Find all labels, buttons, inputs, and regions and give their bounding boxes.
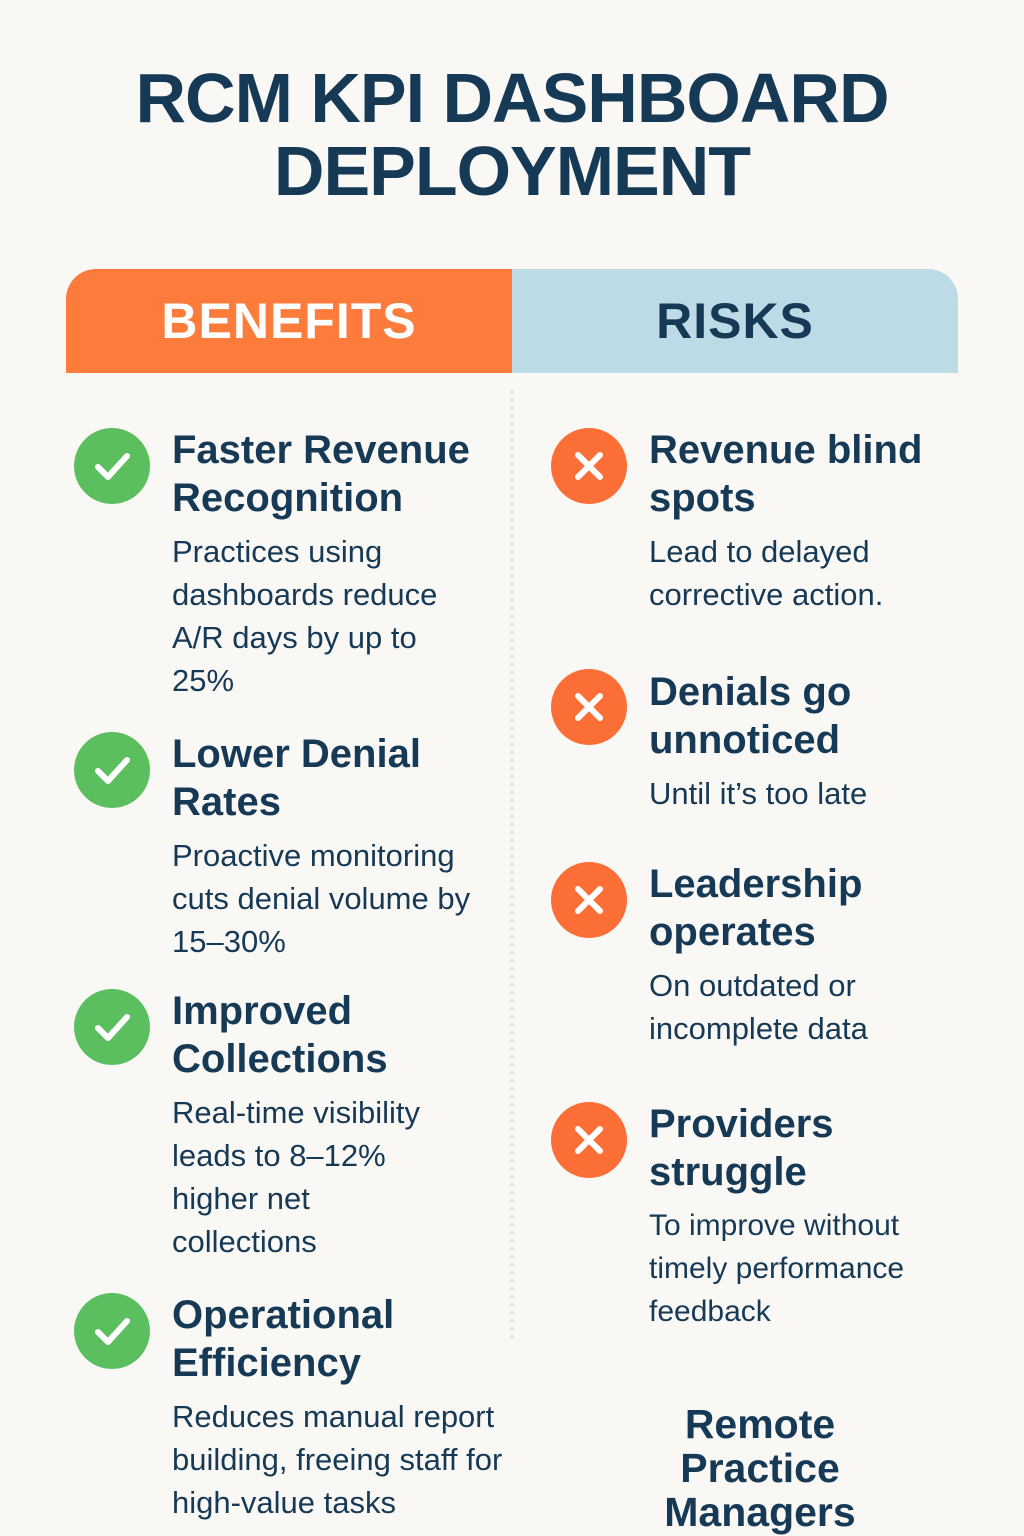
x-circle-icon [551, 1102, 627, 1178]
risk-title: Denials go unnoticed [649, 670, 852, 762]
risk-desc: Lead to delayed corrective action. [649, 534, 884, 612]
risk-item: Leadership operates On outdated or incom… [649, 860, 939, 1050]
x-circle-icon [551, 669, 627, 745]
check-circle-icon [74, 989, 150, 1065]
title-line-2: DEPLOYMENT [273, 132, 751, 210]
benefit-item: Faster Revenue Recognition Practices usi… [172, 426, 532, 702]
benefit-title: Faster Revenue Recognition [172, 428, 470, 520]
x-circle-icon [551, 428, 627, 504]
risk-title: Providers struggle [649, 1102, 834, 1194]
benefit-title: Improved Collections [172, 989, 388, 1081]
risk-item: Revenue blind spots Lead to delayed corr… [649, 426, 949, 616]
risk-title: Revenue blind spots [649, 428, 923, 520]
x-circle-icon [551, 862, 627, 938]
benefit-desc: Real-time visibility leads to 8–12% high… [172, 1095, 421, 1259]
benefit-item: Lower Denial Rates Proactive monitoring … [172, 730, 492, 963]
check-circle-icon [74, 732, 150, 808]
risk-item: Providers struggle To improve without ti… [649, 1100, 949, 1333]
benefit-title: Lower Denial Rates [172, 732, 421, 824]
risk-desc: Until it’s too late [649, 776, 868, 811]
check-circle-icon [74, 428, 150, 504]
page-title: RCM KPI DASHBOARD DEPLOYMENT [0, 62, 1024, 208]
benefit-item: Improved Collections Real-time visibilit… [172, 987, 462, 1263]
column-divider [510, 390, 514, 1340]
benefit-desc: Proactive monitoring cuts denial volume … [172, 838, 471, 959]
benefits-header: BENEFITS [66, 269, 512, 373]
risk-item: Denials go unnoticed Until it’s too late [649, 668, 939, 815]
title-line-1: RCM KPI DASHBOARD [135, 59, 890, 137]
risk-desc: On outdated or incomplete data [649, 968, 868, 1046]
benefit-desc: Practices using dashboards reduce A/R da… [172, 534, 438, 698]
check-circle-icon [74, 1293, 150, 1369]
risk-desc: To improve without timely performance fe… [649, 1209, 905, 1328]
brand-footer: Remote Practice Managers [664, 1401, 856, 1535]
risks-header: RISKS [512, 269, 958, 373]
benefit-desc: Reduces manual report building, freeing … [172, 1399, 503, 1520]
benefit-item: Operational Efficiency Reduces manual re… [172, 1291, 542, 1524]
risk-title: Leadership operates [649, 862, 863, 954]
benefit-title: Operational Efficiency [172, 1293, 395, 1385]
